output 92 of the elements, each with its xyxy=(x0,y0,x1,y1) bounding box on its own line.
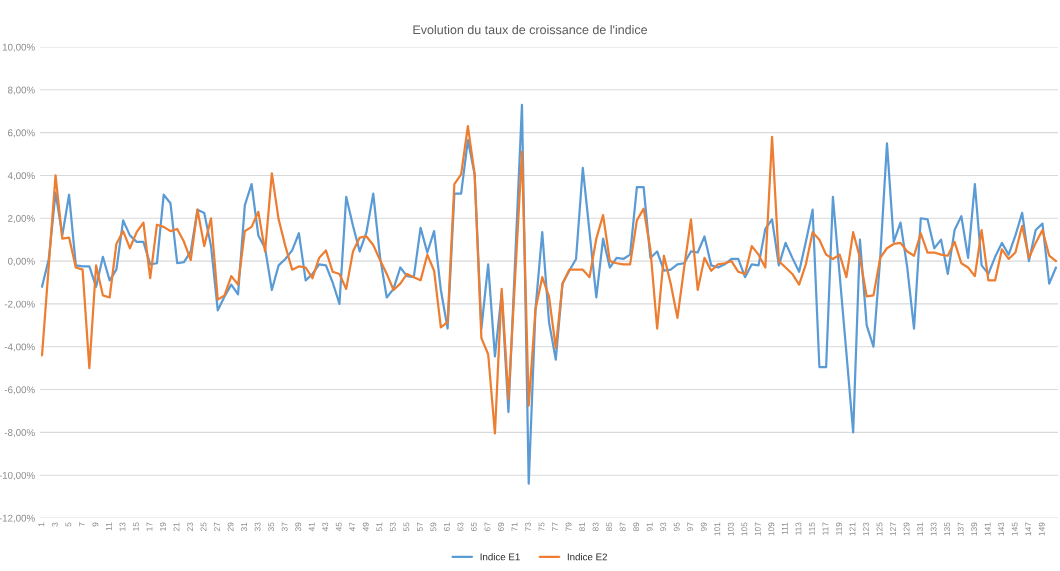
x-tick-label: 117 xyxy=(822,522,829,535)
x-tick-label: 137 xyxy=(957,522,964,536)
x-tick-label: 143 xyxy=(998,522,1005,536)
y-tick-label: 0,00% xyxy=(7,257,35,266)
x-tick-label: 97 xyxy=(687,522,694,532)
x-tick-label: 83 xyxy=(592,522,599,532)
x-tick-label: 11 xyxy=(106,522,112,531)
x-tick-label: 87 xyxy=(619,522,626,532)
x-tick-label: 71 xyxy=(511,522,518,532)
x-tick-label: 67 xyxy=(484,522,491,532)
x-tick-label: 31 xyxy=(241,522,248,532)
y-tick-label: 6,00% xyxy=(8,129,35,138)
x-tick-label: 13 xyxy=(119,522,126,531)
x-tick-label: 109 xyxy=(768,522,775,536)
x-tick-label: 105 xyxy=(741,522,748,536)
x-tick-label: 55 xyxy=(403,522,410,532)
y-tick-label: 4,00% xyxy=(7,172,35,181)
x-tick-label: 131 xyxy=(917,522,924,536)
x-tick-label: 145 xyxy=(1011,522,1018,536)
x-tick-label: 7 xyxy=(79,522,85,527)
legend-label: Indice E1 xyxy=(480,553,520,561)
x-tick-label: 127 xyxy=(890,522,896,536)
x-tick-label: 99 xyxy=(700,522,707,532)
x-tick-label: 47 xyxy=(349,522,356,532)
x-tick-label: 23 xyxy=(187,522,193,532)
x-tick-label: 49 xyxy=(362,522,369,532)
x-tick-label: 43 xyxy=(322,522,329,532)
x-tick-label: 75 xyxy=(538,522,545,532)
y-tick-label: -2,00% xyxy=(4,300,35,309)
legend-label: Indice E2 xyxy=(567,553,607,561)
x-tick-label: 147 xyxy=(1025,522,1032,536)
x-tick-label: 21 xyxy=(173,522,180,532)
x-tick-label: 81 xyxy=(579,522,586,532)
x-tick-label: 103 xyxy=(727,522,734,536)
x-tick-label: 3 xyxy=(51,522,58,527)
x-tick-label: 119 xyxy=(836,522,842,535)
x-tick-label: 9 xyxy=(92,522,99,527)
y-tick-label: 10,00% xyxy=(2,43,35,52)
y-tick-label: -12,00% xyxy=(0,514,35,523)
line-series xyxy=(40,103,1058,485)
line-series xyxy=(40,125,1058,435)
x-tick-label: 29 xyxy=(227,522,234,532)
x-tick-label: 107 xyxy=(754,522,761,536)
x-tick-label: 91 xyxy=(646,522,653,532)
x-tick-label: 65 xyxy=(470,522,477,532)
x-tick-label: 37 xyxy=(281,522,288,532)
x-tick-label: 125 xyxy=(876,522,883,536)
x-tick-label: 17 xyxy=(146,522,153,531)
y-tick-label: -4,00% xyxy=(4,343,35,352)
y-tick-label: -6,00% xyxy=(4,386,35,395)
x-tick-label: 123 xyxy=(863,522,869,536)
x-tick-label: 149 xyxy=(1038,522,1045,536)
x-tick-label: 15 xyxy=(133,522,139,531)
x-tick-label: 77 xyxy=(552,522,558,532)
x-tick-label: 101 xyxy=(714,522,721,536)
x-tick-label: 33 xyxy=(254,522,261,532)
x-tick-label: 35 xyxy=(268,522,275,532)
x-tick-label: 85 xyxy=(606,522,613,532)
x-tick-label: 133 xyxy=(930,522,937,536)
x-tick-label: 113 xyxy=(795,522,802,535)
x-tick-label: 53 xyxy=(389,522,396,532)
chart-title: Evolution du taux de croissance de l'indice xyxy=(413,25,648,35)
x-tick-label: 25 xyxy=(200,522,207,532)
x-tick-label: 115 xyxy=(809,522,815,535)
x-tick-label: 141 xyxy=(984,522,991,536)
x-tick-label: 45 xyxy=(335,522,342,532)
x-tick-label: 51 xyxy=(376,522,383,532)
x-tick-label: 59 xyxy=(430,522,437,532)
x-tick-label: 129 xyxy=(903,522,910,536)
x-tick-label: 63 xyxy=(457,522,464,532)
x-tick-label: 95 xyxy=(673,522,680,532)
x-tick-label: 121 xyxy=(849,522,856,536)
x-tick-label: 135 xyxy=(944,522,951,536)
y-tick-label: 2,00% xyxy=(8,215,35,224)
y-tick-label: 8,00% xyxy=(8,86,35,95)
x-tick-label: 57 xyxy=(416,522,423,532)
x-tick-label: 27 xyxy=(214,522,220,532)
y-tick-label: -10,00% xyxy=(0,471,35,480)
x-tick-label: 41 xyxy=(308,522,315,532)
x-tick-label: 5 xyxy=(65,522,72,527)
x-tick-label: 69 xyxy=(498,522,504,532)
x-tick-label: 1 xyxy=(38,522,45,527)
y-tick-label: -8,00% xyxy=(4,429,35,438)
x-tick-label: 111 xyxy=(782,522,788,535)
x-tick-label: 73 xyxy=(525,522,531,532)
x-tick-label: 61 xyxy=(443,522,450,532)
x-tick-label: 89 xyxy=(633,522,640,532)
x-tick-label: 39 xyxy=(295,522,302,532)
x-tick-label: 93 xyxy=(660,522,667,532)
x-tick-label: 139 xyxy=(971,522,978,536)
x-tick-label: 19 xyxy=(160,522,166,531)
x-tick-label: 79 xyxy=(565,522,572,532)
